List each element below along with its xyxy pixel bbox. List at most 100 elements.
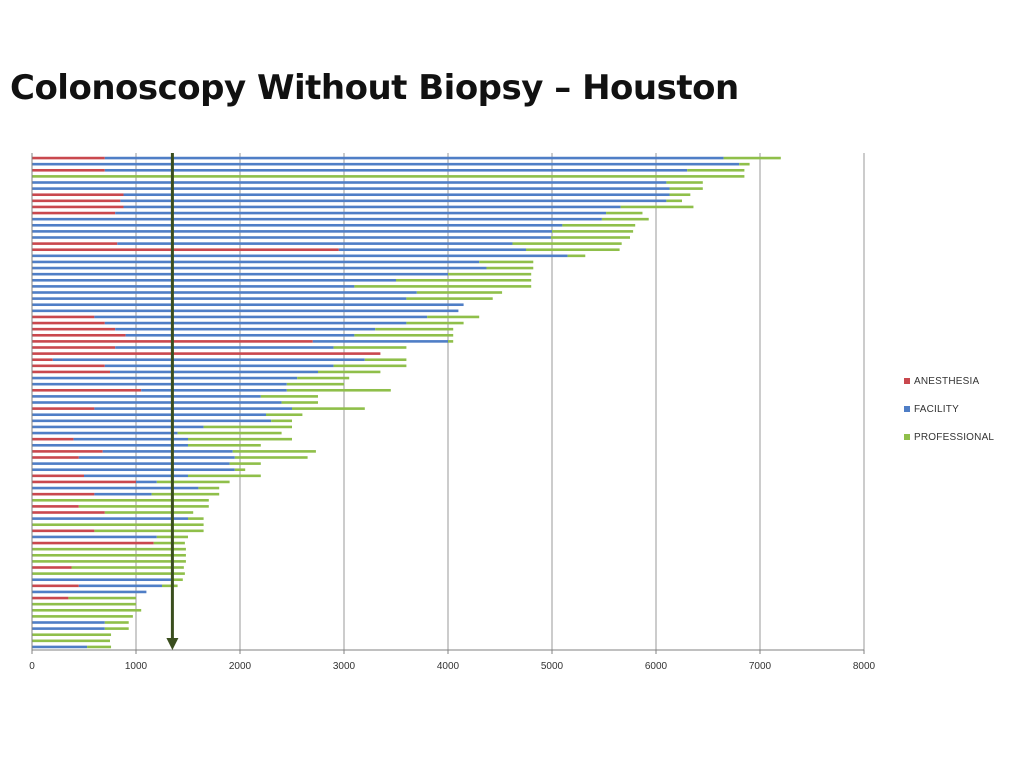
bar-segment-professional	[71, 566, 184, 569]
bar-segment-facility	[32, 236, 551, 239]
bar-segment-facility	[32, 395, 261, 398]
bar-segment-professional	[448, 272, 532, 276]
bar-segment-anesthesia	[32, 511, 105, 514]
bar-segment-facility	[32, 272, 448, 276]
bar-segment-professional	[104, 627, 129, 630]
bar-segment-anesthesia	[32, 370, 110, 374]
bar-segment-anesthesia	[32, 450, 103, 453]
bar-segment-professional	[669, 193, 691, 197]
bar-segment-facility	[32, 309, 459, 313]
bar-segment-anesthesia	[32, 248, 339, 252]
bar-segment-professional	[486, 266, 534, 270]
bar-segment-anesthesia	[32, 315, 95, 319]
legend-label-professional: PROFESSIONAL	[914, 431, 995, 443]
bar-segment-anesthesia	[32, 358, 53, 362]
bar-segment-facility	[52, 358, 365, 362]
bar-segment-professional	[723, 156, 781, 160]
legend-swatch-professional	[904, 434, 910, 440]
bar-segment-facility	[115, 327, 376, 331]
legend-label-anesthesia: ANESTHESIA	[914, 375, 980, 387]
bar-segment-facility	[32, 266, 487, 270]
bar-segment-facility	[312, 340, 448, 343]
arrow-head	[166, 638, 179, 650]
bar-segment-professional	[94, 529, 204, 533]
legend-label-facility: FACILITY	[914, 403, 959, 415]
bar-segment-professional	[333, 364, 407, 368]
bar-segment-professional	[156, 480, 230, 484]
bar-segment-facility	[32, 254, 568, 258]
bar-segment-facility	[123, 205, 621, 209]
bar-segment-professional	[151, 492, 220, 496]
bar-segment-professional	[333, 346, 407, 349]
bar-segment-professional	[32, 639, 110, 643]
bar-segment-professional	[234, 456, 308, 459]
bar-segment-anesthesia	[32, 211, 116, 215]
bar-segment-professional	[172, 578, 183, 582]
x-tick-label: 0	[29, 661, 35, 672]
bar-segment-professional	[479, 260, 534, 264]
bar-segment-professional	[427, 315, 480, 319]
bar-segment-facility	[125, 333, 355, 337]
bar-segment-facility	[104, 156, 724, 160]
x-tick-label: 2000	[229, 661, 252, 672]
x-tick-label: 7000	[749, 661, 772, 672]
bar-segment-facility	[136, 480, 157, 484]
bar-segment-professional	[78, 505, 209, 508]
bar-segment-professional	[32, 523, 204, 527]
bar-segment-facility	[32, 645, 88, 649]
bar-segment-anesthesia	[32, 388, 142, 392]
legend-item-facility: FACILITY	[904, 402, 994, 416]
bar-segment-facility	[338, 248, 526, 252]
bar-segment-facility	[115, 346, 334, 349]
bar-segment-professional	[188, 517, 204, 520]
bar-segment-anesthesia	[32, 168, 105, 172]
bar-segment-professional	[281, 401, 318, 404]
bar-segment-facility	[32, 260, 480, 264]
bar-segment-professional	[162, 584, 178, 588]
bar-segment-professional	[32, 175, 745, 178]
bar-segment-anesthesia	[32, 352, 381, 355]
bar-segment-professional	[687, 168, 745, 172]
chart-legend: ANESTHESIA FACILITY PROFESSIONAL	[904, 374, 994, 458]
bar-segment-professional	[406, 321, 464, 325]
bar-segment-professional	[104, 621, 129, 624]
bar-segment-facility	[32, 285, 355, 288]
bar-segment-professional	[526, 248, 620, 252]
x-tick-label: 5000	[541, 661, 564, 672]
bar-segment-anesthesia	[32, 480, 136, 484]
bar-segment-facility	[32, 187, 670, 190]
bar-segment-facility	[32, 162, 740, 166]
bar-segment-professional	[32, 608, 142, 612]
bar-segment-professional	[32, 572, 185, 575]
bar-segment-anesthesia	[32, 199, 121, 203]
bar-segment-facility	[117, 242, 513, 245]
bar-segment-facility	[115, 211, 607, 215]
bar-segment-professional	[188, 443, 261, 447]
bar-segment-facility	[78, 584, 162, 588]
bar-segment-facility	[32, 578, 173, 582]
bar-segment-professional	[739, 162, 750, 166]
bar-segment-anesthesia	[32, 596, 69, 600]
bar-segment-professional	[364, 358, 407, 362]
bar-segment-anesthesia	[32, 566, 72, 569]
bar-segment-anesthesia	[32, 474, 84, 478]
bar-segment-professional	[354, 333, 454, 337]
bar-segment-facility	[32, 486, 199, 490]
bar-series	[32, 156, 781, 649]
bar-segment-professional	[203, 425, 292, 429]
bar-segment-facility	[32, 291, 417, 294]
bar-segment-facility	[32, 230, 552, 233]
x-tick-label: 3000	[333, 661, 356, 672]
legend-swatch-facility	[904, 406, 910, 412]
bar-segment-professional	[32, 602, 136, 606]
x-tick-label: 8000	[853, 661, 876, 672]
bar-segment-facility	[94, 492, 152, 496]
bar-segment-facility	[32, 621, 105, 624]
bar-segment-professional	[32, 498, 209, 502]
bar-segment-professional	[286, 382, 344, 386]
bar-segment-facility	[32, 462, 230, 465]
bar-segment-facility	[32, 401, 282, 404]
bar-segment-facility	[32, 278, 396, 282]
bar-segment-facility	[120, 199, 667, 203]
